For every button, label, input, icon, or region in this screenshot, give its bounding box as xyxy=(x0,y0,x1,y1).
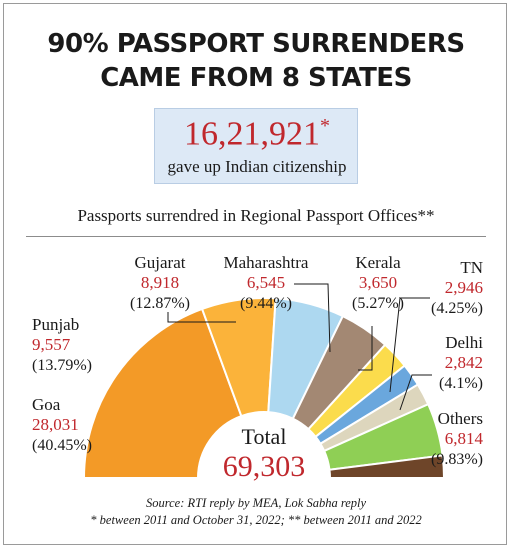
label-gujarat-name: Gujarat xyxy=(135,253,186,272)
label-goa-name: Goa xyxy=(32,395,61,414)
label-maharashtra-percent: (9.44%) xyxy=(240,295,292,312)
label-delhi-percent: (4.1%) xyxy=(439,375,483,392)
label-tn-name: TN xyxy=(460,258,483,277)
leader-tn xyxy=(389,297,430,393)
donut-slices xyxy=(82,297,446,479)
chart-title: Passports surrendred in Regional Passpor… xyxy=(77,206,435,225)
label-punjab-value: 9,557 xyxy=(32,335,71,354)
slice-goa xyxy=(82,307,243,479)
leader-delhi xyxy=(399,374,432,411)
label-punjab-name: Punjab xyxy=(32,315,79,334)
footnote-line: * between 2011 and October 31, 2022; ** … xyxy=(90,513,422,527)
label-goa-percent: (40.45%) xyxy=(32,437,92,454)
stat-value: 16,21,921* xyxy=(155,115,359,153)
title-underline xyxy=(26,236,486,237)
leader-lines xyxy=(167,283,432,411)
label-gujarat-value: 8,918 xyxy=(141,273,179,292)
headline-line-1: 90% PASSPORT SURRENDERS xyxy=(47,29,465,59)
label-others-name: Others xyxy=(438,409,483,428)
stat-caption: gave up Indian citizenship xyxy=(167,157,347,176)
slice-remainder-band xyxy=(328,454,446,479)
label-tn-value: 2,946 xyxy=(445,278,483,297)
label-maharashtra-value: 6,545 xyxy=(247,273,285,292)
stat-box: 16,21,921* gave up Indian citizenship xyxy=(154,108,358,184)
label-others-percent: (9.83%) xyxy=(431,451,483,468)
headline-line-2: CAME FROM 8 STATES xyxy=(100,63,412,93)
label-punjab-percent: (13.79%) xyxy=(32,357,92,374)
stat-marker: * xyxy=(320,115,330,137)
leader-kerala xyxy=(358,326,373,371)
label-delhi-name: Delhi xyxy=(445,333,483,352)
label-delhi-value: 2,842 xyxy=(445,353,483,372)
total-value: 69,303 xyxy=(223,450,306,483)
leader-gujarat xyxy=(167,312,236,323)
label-tn-percent: (4.25%) xyxy=(431,300,483,317)
label-others-value: 6,814 xyxy=(445,429,484,448)
leader-maharashtra xyxy=(294,283,331,353)
label-kerala-value: 3,650 xyxy=(359,273,397,292)
source-line: Source: RTI reply by MEA, Lok Sabha repl… xyxy=(145,496,367,510)
label-maharashtra-name: Maharashtra xyxy=(224,253,309,272)
label-kerala-name: Kerala xyxy=(355,253,401,272)
label-gujarat-percent: (12.87%) xyxy=(130,295,190,312)
total-label: Total xyxy=(242,424,287,449)
label-goa-value: 28,031 xyxy=(32,415,79,434)
label-kerala-percent: (5.27%) xyxy=(352,295,404,312)
stat-number: 16,21,921 xyxy=(184,115,320,153)
